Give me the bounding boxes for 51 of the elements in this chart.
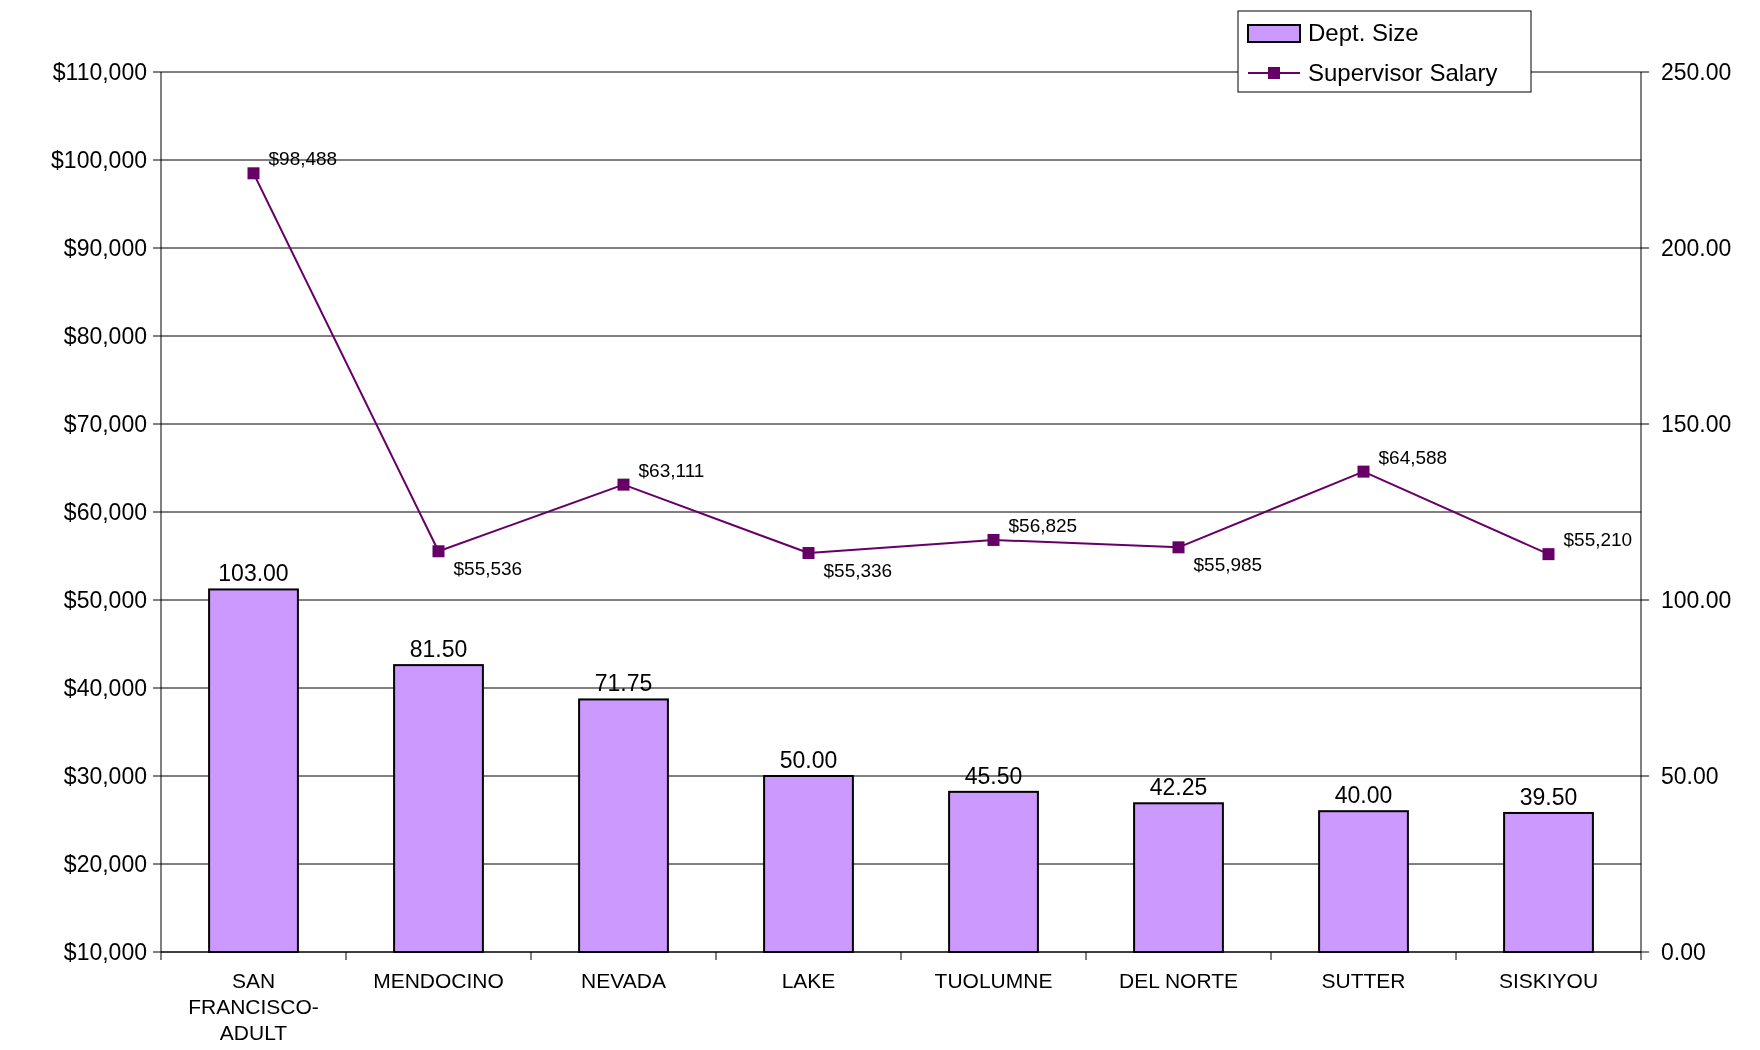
x-tick-label: MENDOCINO xyxy=(373,969,504,992)
x-tick-label: SISKIYOU xyxy=(1498,969,1599,992)
y-tick-label: $100,000 xyxy=(51,147,147,173)
data-label: $63,111 xyxy=(638,459,705,481)
data-label: 39.50 xyxy=(1519,783,1578,810)
data-label: $55,985 xyxy=(1193,554,1263,576)
y-tick-label: $90,000 xyxy=(63,235,147,261)
point xyxy=(802,547,815,560)
y-tick-label: $10,000 xyxy=(63,939,147,965)
legend-label: Supervisor Salary xyxy=(1308,59,1498,86)
y2-tick-label: 150.00 xyxy=(1661,411,1732,437)
y2-tick-label: 250.00 xyxy=(1661,59,1732,85)
y2-tick-label: 50.00 xyxy=(1661,763,1719,789)
y2-tick-label: 100.00 xyxy=(1661,587,1732,613)
y-tick-label: $80,000 xyxy=(63,323,147,349)
data-label: 81.50 xyxy=(409,636,468,663)
point xyxy=(987,533,1000,546)
y-tick-label: $30,000 xyxy=(63,763,147,789)
y-tick-label: $60,000 xyxy=(63,499,147,525)
y-tick-label: $20,000 xyxy=(63,851,147,877)
data-label: $56,825 xyxy=(1008,514,1078,536)
data-label: 45.50 xyxy=(964,762,1023,789)
data-label: $55,336 xyxy=(823,560,893,582)
data-label: 71.75 xyxy=(594,670,653,697)
point xyxy=(1172,541,1185,554)
y2-tick-label: 200.00 xyxy=(1661,235,1732,261)
x-tick-label: TUOLUMNE xyxy=(934,969,1053,992)
x-tick-label: LAKE xyxy=(781,969,836,992)
point xyxy=(617,478,630,491)
data-label: $98,488 xyxy=(268,148,338,170)
y-tick-label: $70,000 xyxy=(63,411,147,437)
data-label: 103.00 xyxy=(218,560,289,587)
point xyxy=(432,545,445,558)
data-label: $55,536 xyxy=(453,558,523,580)
point xyxy=(1542,548,1555,561)
point xyxy=(1357,465,1370,478)
point xyxy=(247,167,260,180)
x-tick-label: NEVADA xyxy=(581,969,666,992)
x-tick-label: SAN FRANCISCO-ADULT xyxy=(188,969,319,1044)
legend-label: Dept. Size xyxy=(1308,19,1419,46)
x-tick-label: SUTTER xyxy=(1321,969,1406,992)
data-label: 42.25 xyxy=(1149,774,1208,801)
y2-tick-label: 0.00 xyxy=(1661,939,1706,965)
data-label: $64,588 xyxy=(1378,446,1448,468)
data-label: 40.00 xyxy=(1334,782,1393,809)
y-tick-label: $110,000 xyxy=(52,59,147,85)
data-label: 50.00 xyxy=(779,747,838,773)
y-tick-label: $50,000 xyxy=(63,587,147,613)
data-label: $55,210 xyxy=(1563,529,1633,551)
y-tick-label: $40,000 xyxy=(63,675,147,701)
x-tick-label: DEL NORTE xyxy=(1118,969,1239,992)
